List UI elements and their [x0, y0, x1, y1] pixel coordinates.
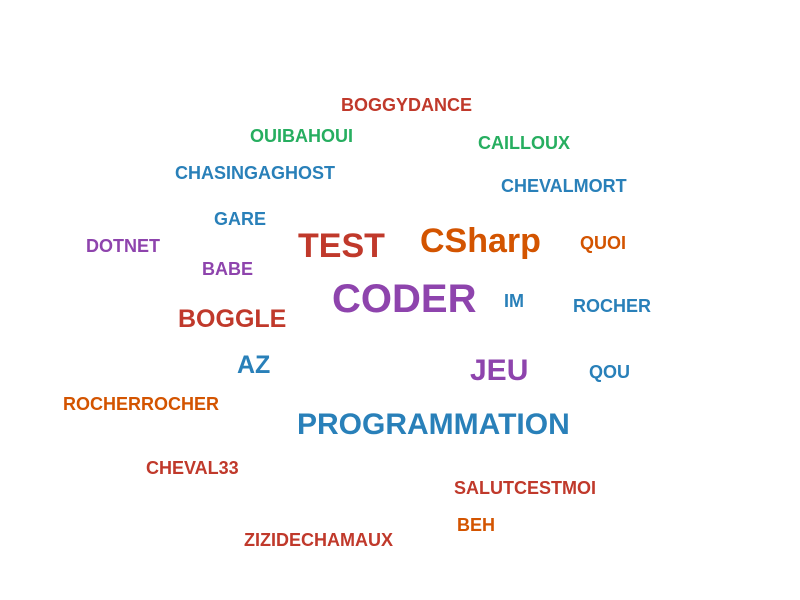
- word-beh: BEH: [457, 515, 496, 535]
- word-cheval33: CHEVAL33: [146, 458, 239, 478]
- word-rocher: ROCHER: [573, 296, 652, 316]
- word-test: TEST: [298, 227, 385, 265]
- word-qou: QOU: [589, 362, 631, 382]
- word-jeu: JEU: [470, 354, 529, 387]
- word-gare: GARE: [214, 209, 267, 229]
- word-chevalmort: CHEVALMORT: [501, 176, 627, 196]
- word-quoi: QUOI: [580, 233, 627, 253]
- word-chasingaghost: CHASINGAGHOST: [175, 163, 336, 183]
- word-ouibahoui: OUIBAHOUI: [250, 126, 353, 146]
- word-dotnet: DOTNET: [86, 236, 160, 256]
- word-cailloux: CAILLOUX: [478, 133, 570, 153]
- word-az: AZ: [237, 351, 271, 379]
- word-programmation: PROGRAMMATION: [297, 408, 570, 441]
- word-boggydance: BOGGYDANCE: [341, 95, 473, 115]
- word-salutcestmoi: SALUTCESTMOI: [454, 478, 596, 498]
- word-im: IM: [504, 291, 524, 311]
- word-coder: CODER: [332, 277, 477, 321]
- word-babe: BABE: [202, 259, 254, 279]
- word-zizidechamaux: ZIZIDECHAMAUX: [244, 530, 393, 550]
- word-boggle: BOGGLE: [178, 305, 287, 333]
- word-rocherrocher: ROCHERROCHER: [63, 394, 220, 414]
- word-csharp: CSharp: [420, 222, 541, 260]
